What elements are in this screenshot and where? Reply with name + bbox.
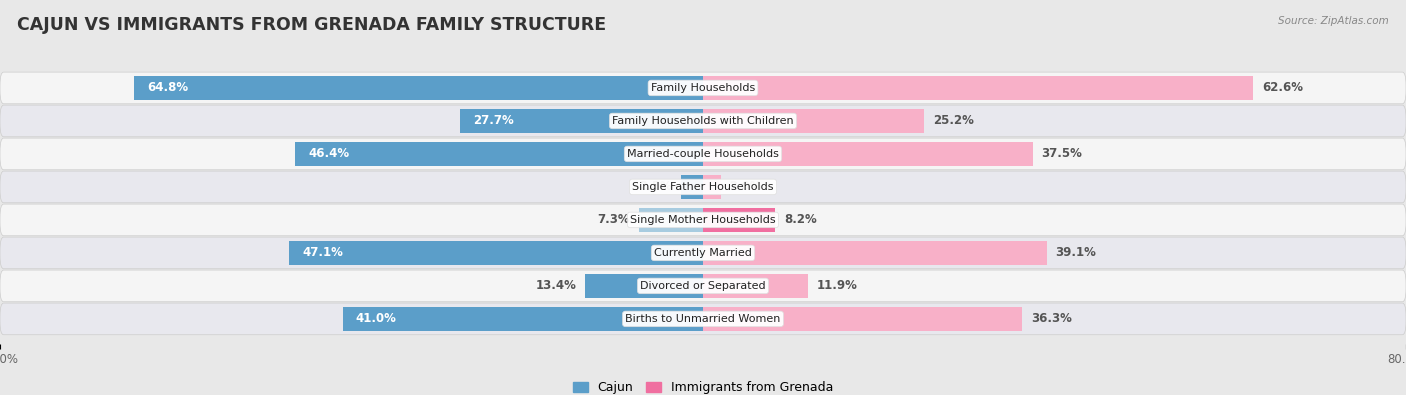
Text: 8.2%: 8.2% xyxy=(785,213,817,226)
Bar xyxy=(703,109,925,133)
Text: Single Father Households: Single Father Households xyxy=(633,182,773,192)
Text: Family Households: Family Households xyxy=(651,83,755,93)
Text: 47.1%: 47.1% xyxy=(302,246,343,260)
FancyBboxPatch shape xyxy=(0,204,1406,236)
Bar xyxy=(638,208,703,232)
Text: 11.9%: 11.9% xyxy=(817,279,858,292)
Bar xyxy=(681,175,703,199)
Text: Family Households with Children: Family Households with Children xyxy=(612,116,794,126)
Bar xyxy=(295,142,703,166)
Text: 46.4%: 46.4% xyxy=(308,147,350,160)
Legend: Cajun, Immigrants from Grenada: Cajun, Immigrants from Grenada xyxy=(568,376,838,395)
Text: 7.3%: 7.3% xyxy=(598,213,630,226)
Bar xyxy=(134,76,703,100)
Bar xyxy=(703,175,721,199)
Text: Married-couple Households: Married-couple Households xyxy=(627,149,779,159)
Text: 13.4%: 13.4% xyxy=(536,279,576,292)
Text: 37.5%: 37.5% xyxy=(1042,147,1083,160)
FancyBboxPatch shape xyxy=(0,138,1406,170)
Bar xyxy=(460,109,703,133)
Text: 41.0%: 41.0% xyxy=(356,312,396,325)
Text: Source: ZipAtlas.com: Source: ZipAtlas.com xyxy=(1278,16,1389,26)
Text: CAJUN VS IMMIGRANTS FROM GRENADA FAMILY STRUCTURE: CAJUN VS IMMIGRANTS FROM GRENADA FAMILY … xyxy=(17,16,606,34)
FancyBboxPatch shape xyxy=(0,171,1406,203)
Text: 27.7%: 27.7% xyxy=(472,115,513,128)
Bar xyxy=(703,274,807,298)
Bar xyxy=(585,274,703,298)
Text: Births to Unmarried Women: Births to Unmarried Women xyxy=(626,314,780,324)
Bar xyxy=(703,76,1253,100)
Bar xyxy=(703,142,1032,166)
Text: 64.8%: 64.8% xyxy=(146,81,188,94)
FancyBboxPatch shape xyxy=(0,105,1406,137)
FancyBboxPatch shape xyxy=(0,237,1406,269)
Bar xyxy=(703,241,1046,265)
Text: Single Mother Households: Single Mother Households xyxy=(630,215,776,225)
Text: 62.6%: 62.6% xyxy=(1263,81,1303,94)
Text: 2.0%: 2.0% xyxy=(730,181,762,194)
Text: 39.1%: 39.1% xyxy=(1056,246,1097,260)
FancyBboxPatch shape xyxy=(0,303,1406,335)
Bar xyxy=(703,307,1022,331)
Text: 2.5%: 2.5% xyxy=(640,181,672,194)
Text: 36.3%: 36.3% xyxy=(1031,312,1071,325)
Text: Currently Married: Currently Married xyxy=(654,248,752,258)
FancyBboxPatch shape xyxy=(0,270,1406,302)
Bar xyxy=(703,208,775,232)
Text: Divorced or Separated: Divorced or Separated xyxy=(640,281,766,291)
Bar xyxy=(343,307,703,331)
Bar xyxy=(290,241,703,265)
FancyBboxPatch shape xyxy=(0,72,1406,104)
Text: 25.2%: 25.2% xyxy=(934,115,974,128)
